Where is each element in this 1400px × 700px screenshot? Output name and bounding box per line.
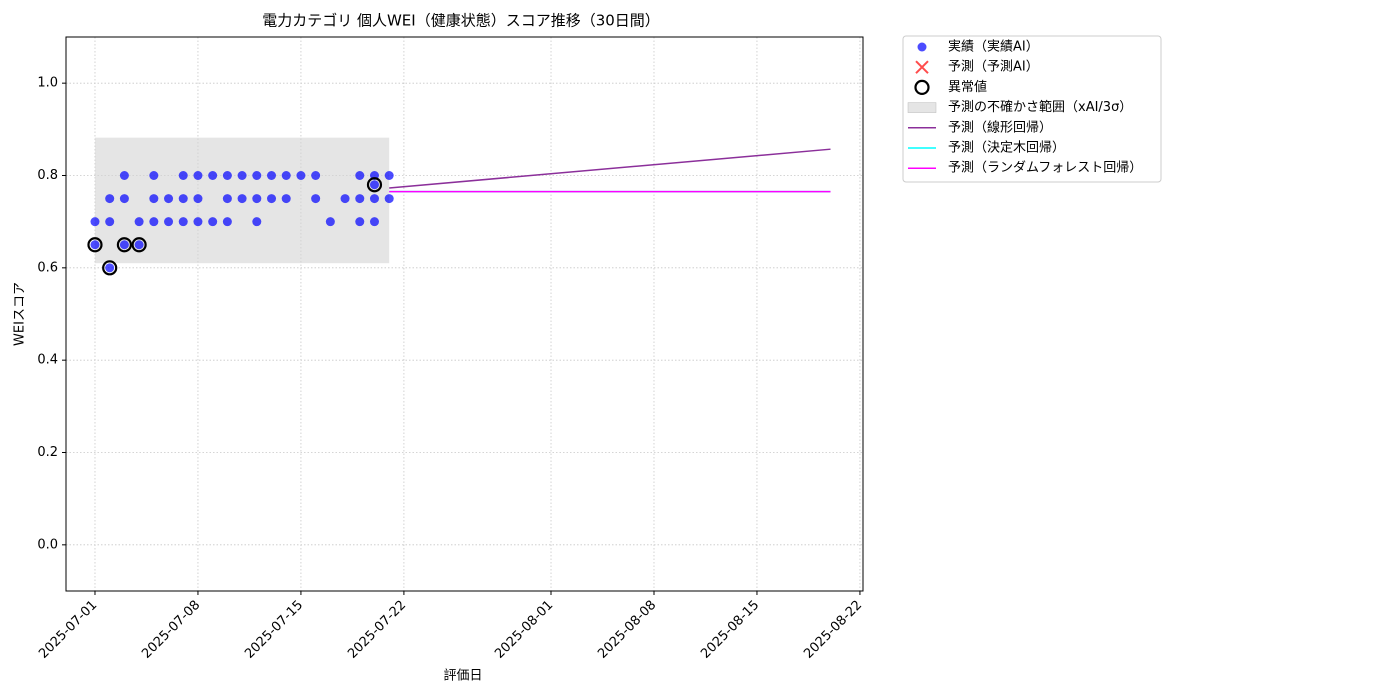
data-point <box>267 171 277 180</box>
data-point <box>281 194 291 204</box>
data-point <box>208 217 218 227</box>
x-axis-label: 評価日 <box>443 669 482 684</box>
legend-box <box>902 35 1162 183</box>
data-point <box>237 171 247 180</box>
x-tick-label: 2025-07-01 <box>36 598 100 662</box>
data-point <box>355 194 365 204</box>
data-point <box>355 171 365 180</box>
data-point <box>222 217 232 227</box>
legend-label: 予測の不確かさ範囲（xAI/3σ） <box>948 99 1132 115</box>
anomaly-marker <box>116 237 133 253</box>
x-tick-label: 2025-08-22 <box>801 598 865 662</box>
data-point <box>178 217 188 227</box>
y-tick-label: 1.0 <box>37 76 58 91</box>
data-point <box>281 171 291 180</box>
data-point <box>105 217 115 227</box>
data-point <box>178 194 188 204</box>
legend-marker <box>914 79 930 96</box>
data-point <box>296 171 306 180</box>
x-tick-label: 2025-07-08 <box>139 598 203 662</box>
data-point <box>267 194 277 204</box>
y-tick-label: 0.8 <box>37 168 58 183</box>
data-point <box>149 194 159 204</box>
legend-label: 予測（予測AI） <box>948 60 1039 75</box>
legend-label: 実績（実績AI） <box>948 39 1039 55</box>
data-point <box>311 194 321 204</box>
anomaly-marker <box>87 237 103 253</box>
plot-frame <box>65 36 864 592</box>
data-point <box>252 217 262 227</box>
legend-marker <box>915 60 929 74</box>
x-tick-label: 2025-08-01 <box>492 598 556 662</box>
data-point <box>134 217 144 227</box>
x-tick-label: 2025-07-22 <box>345 598 409 662</box>
data-point <box>340 194 350 204</box>
x-tick-label: 2025-08-08 <box>595 598 659 662</box>
x-tick-label: 2025-08-15 <box>698 598 762 662</box>
data-point <box>105 263 115 273</box>
legend-label: 予測（決定木回帰） <box>948 140 1065 156</box>
legend-marker <box>917 42 927 52</box>
data-point <box>384 194 394 204</box>
y-tick-label: 0.4 <box>37 353 58 368</box>
regression-line <box>389 148 831 189</box>
y-tick-label: 0.0 <box>37 537 58 552</box>
legend-label: 予測（ランダムフォレスト回帰） <box>948 160 1142 176</box>
data-point <box>178 171 188 180</box>
y-axis-label: WEIスコア <box>13 282 28 346</box>
data-point <box>384 171 394 180</box>
legend-label: 異常値 <box>948 79 987 95</box>
data-point <box>222 171 232 180</box>
data-point <box>193 194 203 204</box>
data-point <box>237 194 247 204</box>
data-point <box>90 217 100 227</box>
legend-marker <box>907 102 937 113</box>
data-point <box>325 217 335 227</box>
data-point <box>149 217 159 227</box>
anomaly-marker <box>102 260 118 276</box>
data-point <box>252 194 262 204</box>
y-tick-label: 0.2 <box>37 445 58 460</box>
data-point <box>193 217 203 227</box>
data-point <box>208 171 218 180</box>
data-point <box>164 194 174 204</box>
data-point <box>149 171 159 180</box>
chart-title: 電力カテゴリ 個人WEI（健康状態）スコア推移（30日間） <box>262 12 660 30</box>
data-point <box>119 171 129 180</box>
data-point <box>311 171 321 180</box>
data-point <box>355 217 365 227</box>
data-point <box>252 171 262 180</box>
y-tick-label: 0.6 <box>37 260 58 275</box>
data-point <box>164 217 174 227</box>
data-point <box>369 194 379 204</box>
x-tick-label: 2025-07-15 <box>242 598 306 662</box>
data-point <box>119 194 129 204</box>
data-point <box>134 240 144 250</box>
data-point <box>90 240 100 250</box>
anomaly-marker <box>366 177 383 193</box>
data-point <box>105 194 115 204</box>
anomaly-marker <box>131 237 147 253</box>
data-point <box>369 217 379 227</box>
legend-label: 予測（線形回帰） <box>948 119 1052 135</box>
data-point <box>193 171 203 180</box>
data-point <box>119 240 129 250</box>
data-point <box>222 194 232 204</box>
data-point <box>369 180 379 190</box>
